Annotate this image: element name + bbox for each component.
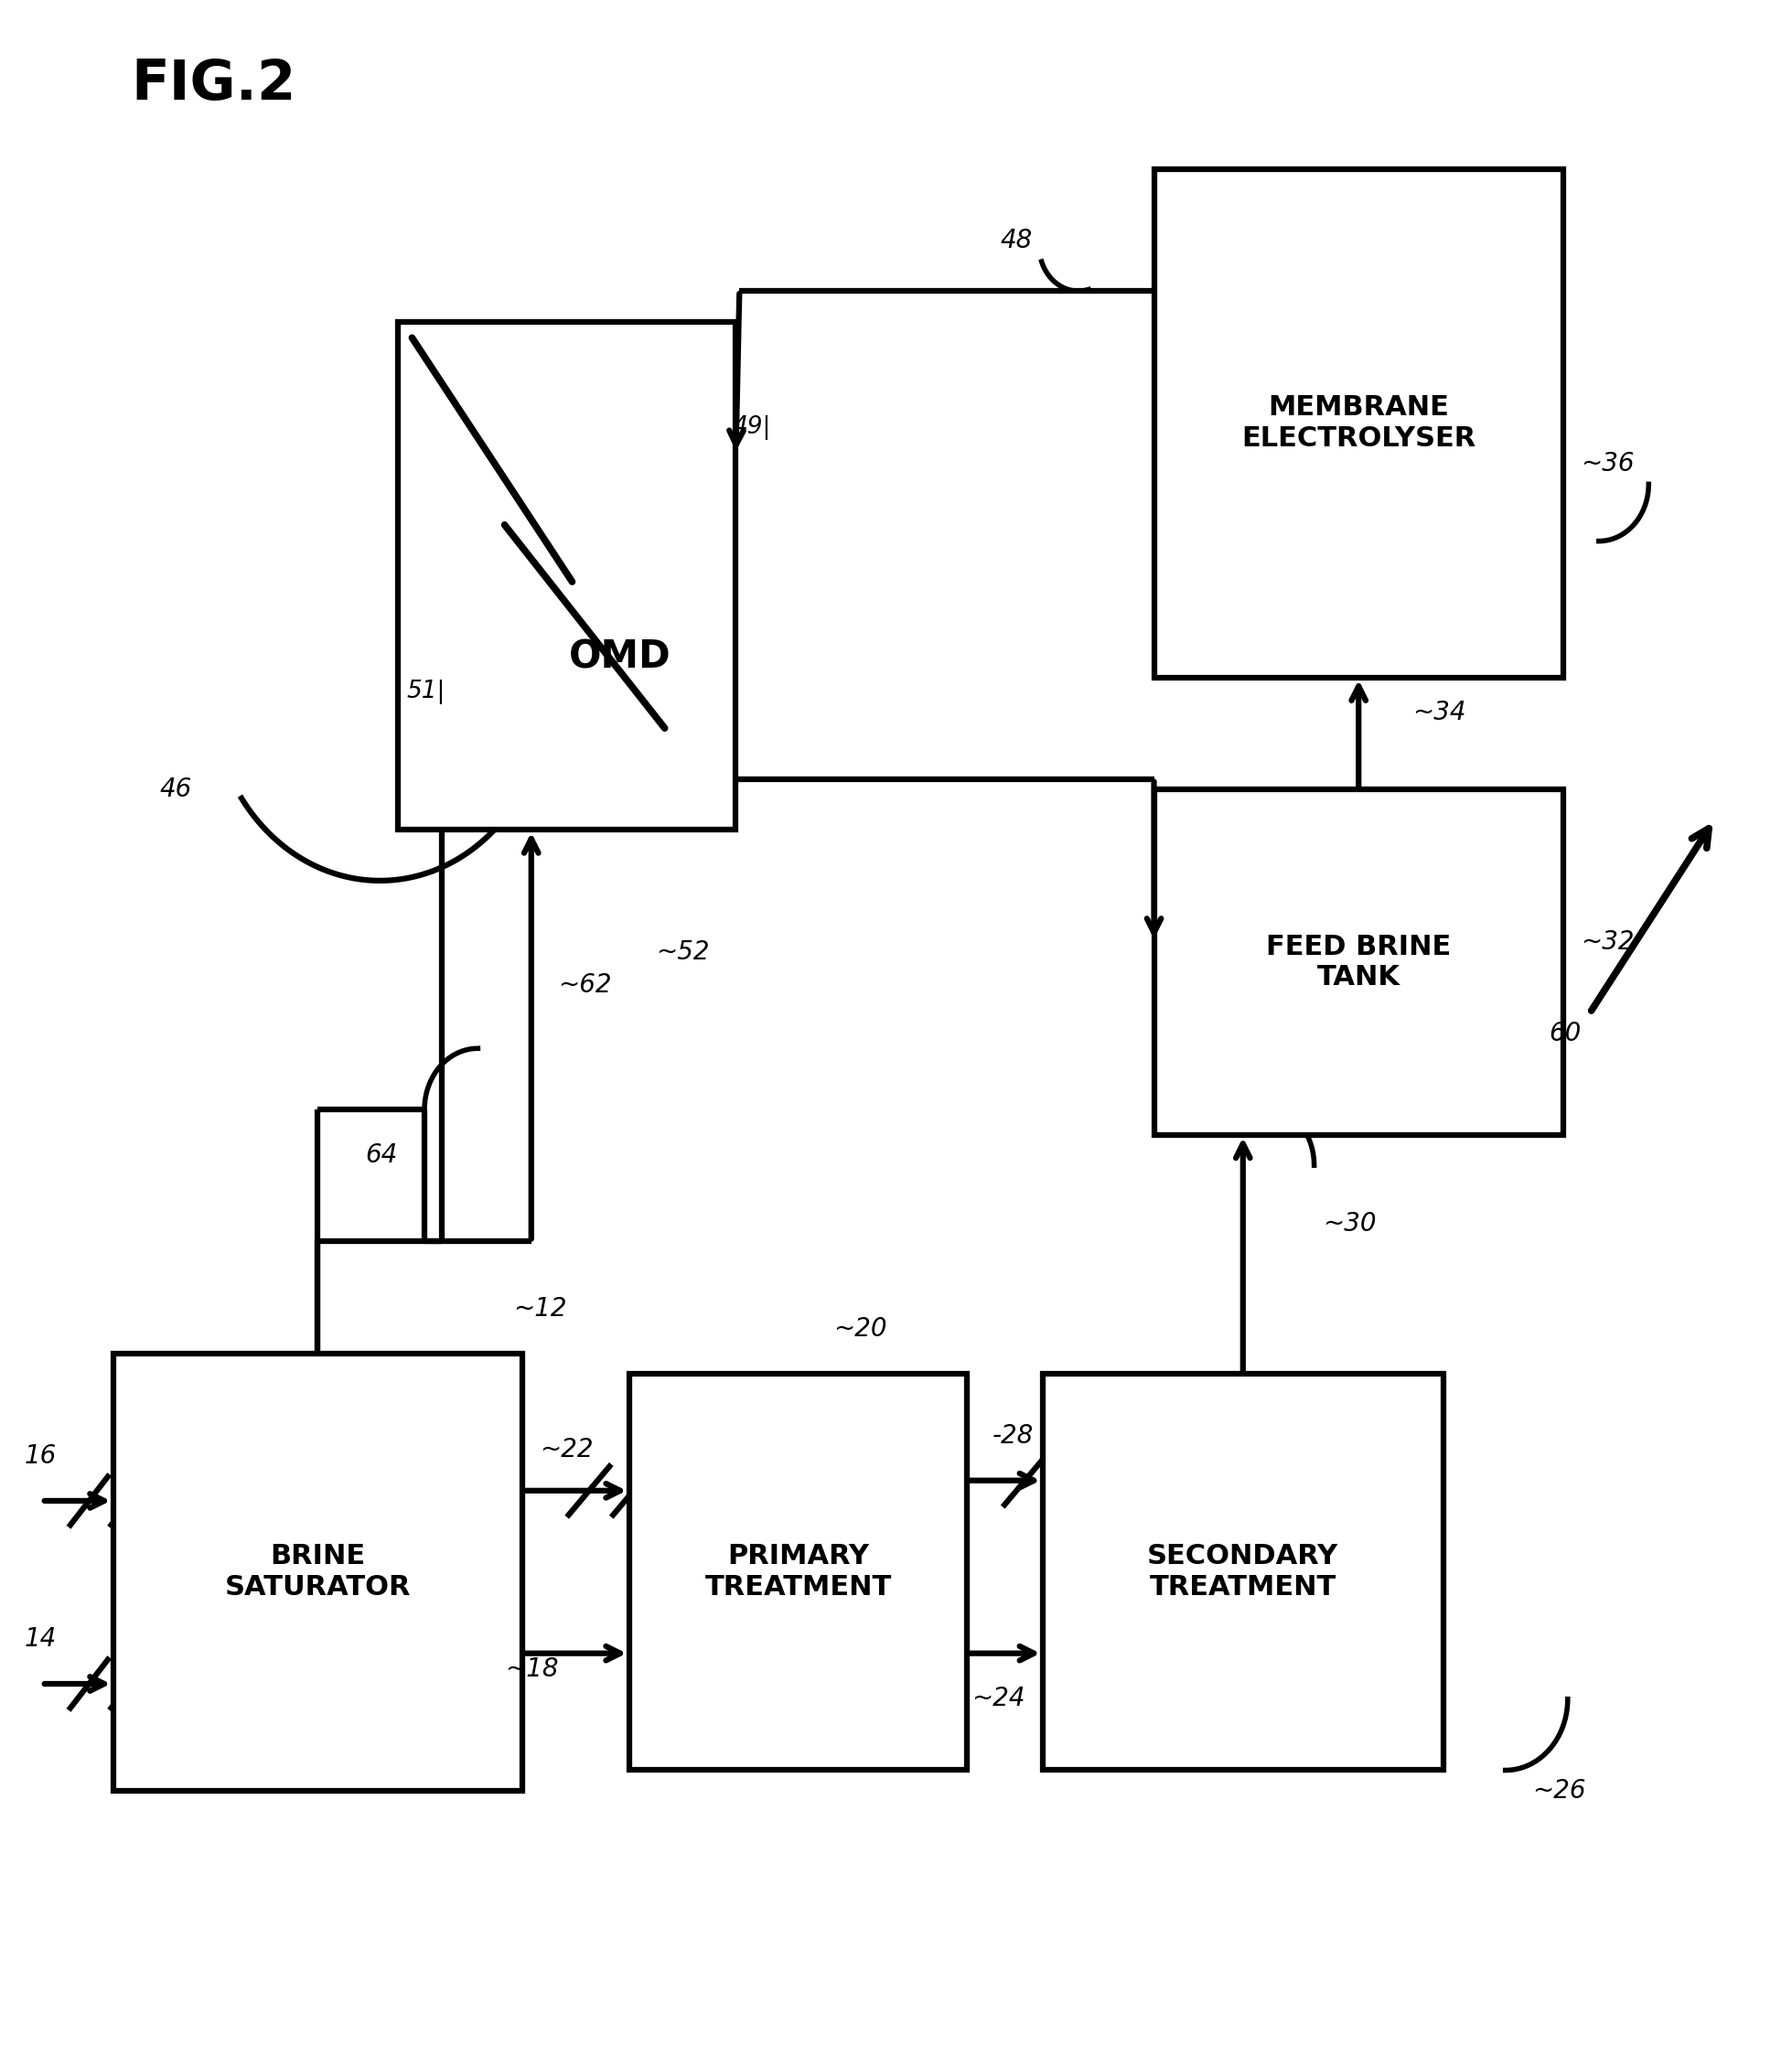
Text: FEED BRINE
TANK: FEED BRINE TANK bbox=[1267, 933, 1452, 990]
Text: 49|: 49| bbox=[733, 415, 771, 440]
Text: ~34: ~34 bbox=[1412, 700, 1466, 726]
Text: ~62: ~62 bbox=[557, 972, 611, 998]
Text: OMD: OMD bbox=[570, 638, 672, 677]
Text: ~36: ~36 bbox=[1581, 450, 1634, 477]
Text: 60: 60 bbox=[1548, 1021, 1581, 1046]
Text: ~52: ~52 bbox=[656, 939, 710, 964]
Text: ~32: ~32 bbox=[1581, 929, 1634, 955]
Text: ~30: ~30 bbox=[1322, 1211, 1376, 1236]
Text: 14: 14 bbox=[23, 1627, 56, 1651]
Text: PRIMARY
TREATMENT: PRIMARY TREATMENT bbox=[704, 1543, 892, 1600]
Text: ~24: ~24 bbox=[971, 1686, 1025, 1710]
Text: 16: 16 bbox=[23, 1442, 56, 1469]
Text: ~12: ~12 bbox=[514, 1295, 566, 1322]
Text: MEMBRANE
ELECTROLYSER: MEMBRANE ELECTROLYSER bbox=[1242, 395, 1477, 452]
Text: ~26: ~26 bbox=[1532, 1778, 1586, 1803]
Text: ~20: ~20 bbox=[833, 1316, 887, 1342]
Bar bbox=[1154, 790, 1563, 1136]
Text: SECONDARY
TREATMENT: SECONDARY TREATMENT bbox=[1147, 1543, 1339, 1600]
Bar bbox=[398, 321, 737, 831]
Text: ~22: ~22 bbox=[539, 1436, 593, 1463]
Bar bbox=[1154, 170, 1563, 677]
Text: FIG.2: FIG.2 bbox=[131, 57, 296, 110]
Text: 64: 64 bbox=[366, 1142, 398, 1168]
Text: 46: 46 bbox=[159, 775, 192, 802]
Text: 48: 48 bbox=[1000, 227, 1032, 254]
Text: BRINE
SATURATOR: BRINE SATURATOR bbox=[224, 1543, 410, 1600]
Text: 51|: 51| bbox=[407, 679, 446, 704]
Text: ~18: ~18 bbox=[505, 1657, 557, 1682]
Text: -28: -28 bbox=[993, 1422, 1034, 1449]
Bar bbox=[1043, 1373, 1443, 1770]
Bar bbox=[629, 1373, 968, 1770]
Bar bbox=[113, 1352, 521, 1790]
